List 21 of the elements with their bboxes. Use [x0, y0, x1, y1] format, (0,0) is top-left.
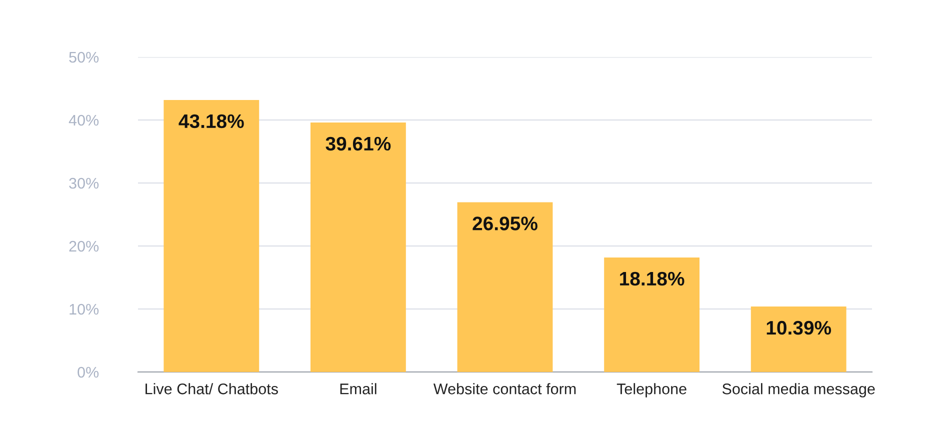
bar — [750, 306, 846, 372]
y-tick-label: 50% — [69, 52, 99, 63]
data-label: 10.39% — [766, 320, 832, 335]
x-tick-label: Website contact form — [433, 383, 576, 394]
data-label: 39.61% — [326, 136, 391, 151]
data-label: 26.95% — [472, 216, 538, 230]
y-tick-label: 40% — [68, 114, 99, 126]
x-tick-label: Live Chat/ Chatbots — [146, 383, 278, 394]
x-tick-label: Social media message — [722, 383, 875, 398]
bar — [604, 257, 700, 372]
data-label: 43.18% — [178, 114, 244, 128]
y-tick-label: 30% — [69, 178, 99, 189]
data-label: 18.18% — [620, 272, 684, 286]
y-tick-label: 10% — [70, 304, 99, 315]
bar — [457, 202, 553, 372]
bar — [310, 122, 406, 372]
x-tick-label: Email — [340, 383, 376, 394]
y-tick-label: 20% — [69, 240, 99, 252]
x-tick-label: Telephone — [616, 383, 686, 398]
y-tick-label: 0% — [78, 366, 99, 378]
bar — [164, 100, 260, 372]
